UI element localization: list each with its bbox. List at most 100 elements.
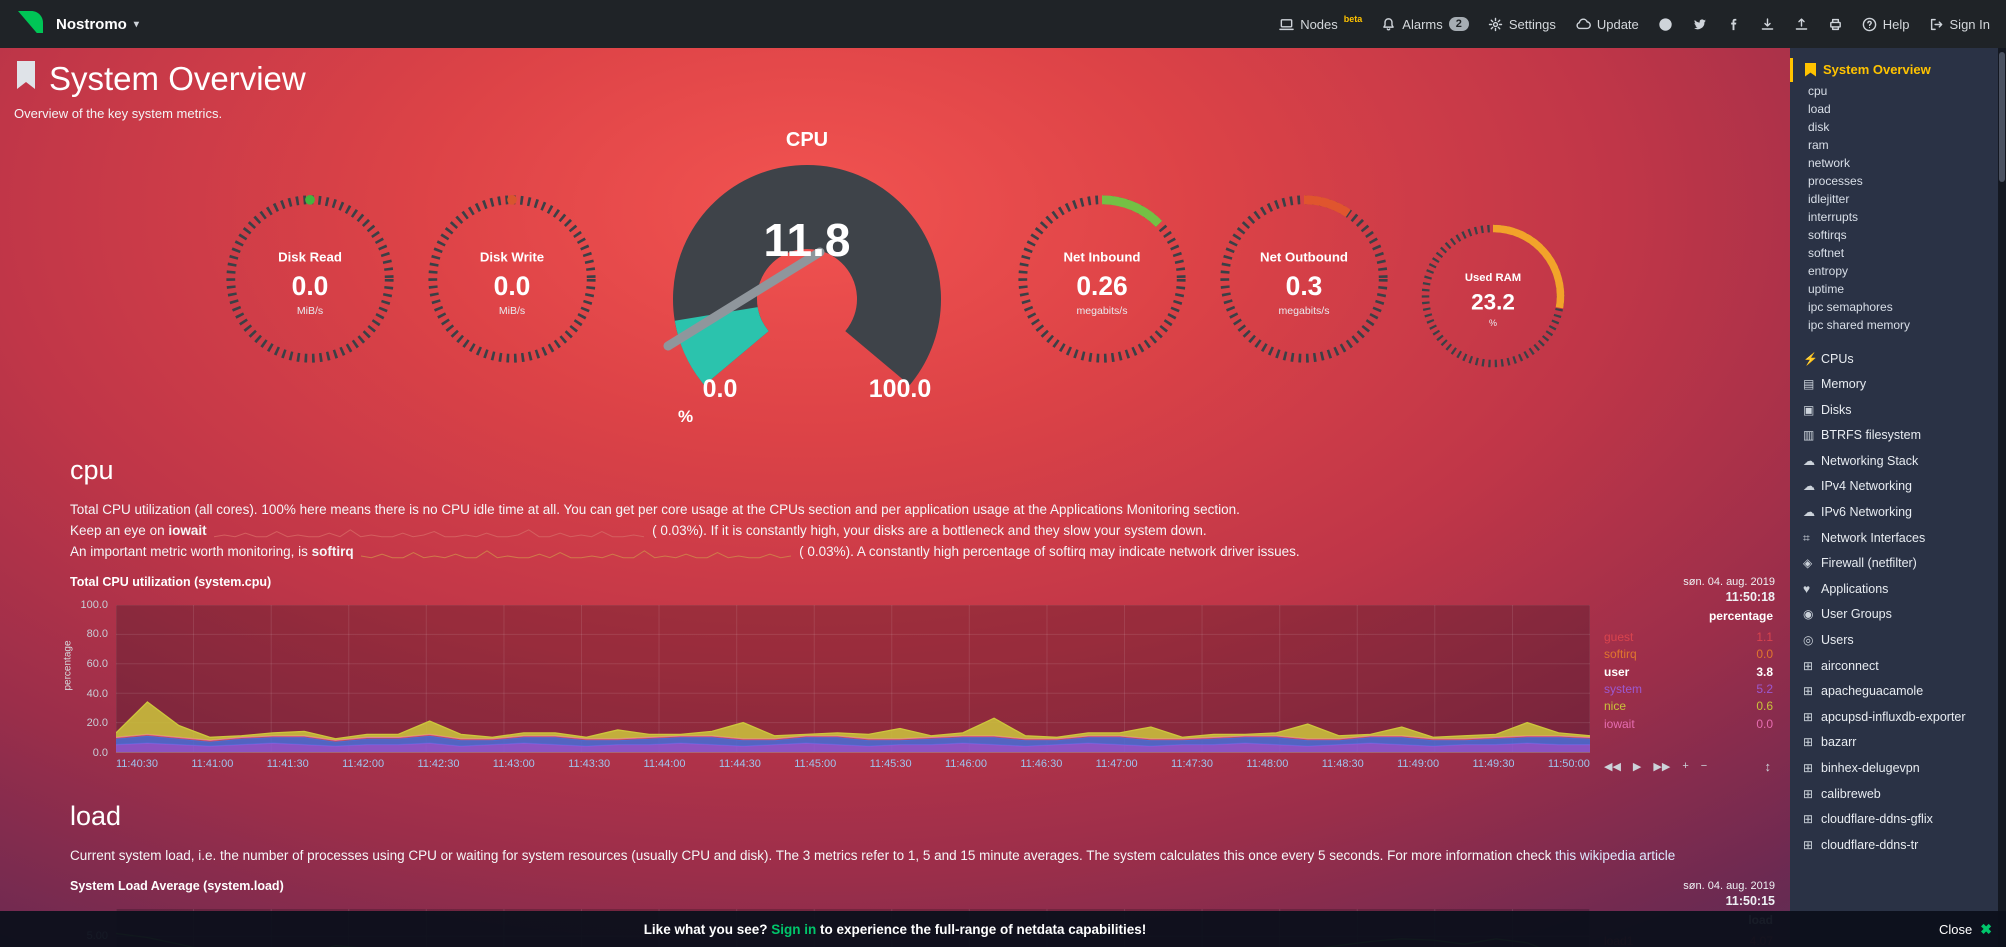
sidebar-menu-item[interactable]: ⊞ apcupsd-influxdb-exporter (1803, 709, 1966, 724)
gauge-net-inbound[interactable]: Net Inbound 0.26 megabits/s (1014, 191, 1190, 367)
wikipedia-link[interactable]: this wikipedia article (1555, 847, 1676, 863)
x-axis-tick: 11:46:30 (1020, 757, 1063, 770)
chart-rewind-button[interactable]: ◀◀ (1604, 760, 1621, 773)
gauge-value: 0.0 (292, 271, 329, 301)
sidebar-menu-item[interactable]: ⊞ apacheguacamole (1803, 684, 1924, 699)
gauges-row: Disk Read 0.0 MiB/s Disk Write 0.0 MiB/s (0, 129, 1790, 429)
sidebar-subitem[interactable]: ipc semaphores (1808, 300, 1893, 314)
nav-github-button[interactable] (1658, 17, 1673, 32)
sidebar-menu-item[interactable]: ▤ Memory (1803, 377, 1867, 392)
cpu-gauge-fill (674, 305, 770, 386)
sidebar-subitem[interactable]: ram (1808, 138, 1829, 152)
cpu-plot-area[interactable] (116, 604, 1590, 753)
sidebar-menu-item[interactable]: ⊞ airconnect (1803, 658, 1879, 673)
gauge-cpu[interactable]: CPU 11.8 0.0 100.0 % (642, 129, 972, 429)
sidebar-subitem[interactable]: softnet (1808, 246, 1845, 260)
node-selector[interactable]: Nostromo ▾ (56, 16, 139, 33)
nav-alarms-button[interactable]: Alarms 2 (1381, 17, 1469, 32)
legend-item[interactable]: nice 0.6 (1604, 699, 1773, 714)
nav-update-button[interactable]: Update (1575, 17, 1639, 32)
top-navbar: Nostromo ▾ Nodes beta Alarms 2 Settings … (0, 0, 2006, 48)
sidebar-subitem[interactable]: softirqs (1808, 228, 1847, 242)
sidebar-menu-item[interactable]: ⊞ cloudflare-ddns-gflix (1803, 812, 1933, 827)
sidebar-subitem[interactable]: network (1808, 156, 1851, 170)
sidebar-subitem[interactable]: disk (1808, 120, 1830, 134)
x-axis-tick: 11:45:30 (869, 757, 912, 770)
facebook-icon (1726, 17, 1741, 32)
page-scrollbar[interactable] (1998, 48, 2006, 947)
sidebar-menu-item[interactable]: ⊞ binhex-delugevpn (1803, 761, 1920, 775)
beta-tag: beta (1343, 14, 1363, 24)
sidebar-menu-item[interactable]: ⊞ calibreweb (1803, 786, 1881, 801)
nav-signin-button[interactable]: Sign In (1929, 17, 1990, 32)
x-axis-tick: 11:44:00 (643, 757, 686, 770)
page-title: System Overview (14, 60, 1774, 98)
sidebar-menu-item[interactable]: ◉ User Groups (1803, 607, 1892, 622)
chart-title: System Load Average (system.load) (70, 878, 284, 893)
legend-item[interactable]: system 5.2 (1604, 681, 1773, 696)
chart-forward-button[interactable]: ▶▶ (1653, 760, 1671, 773)
gauge-disk-read[interactable]: Disk Read 0.0 MiB/s (222, 191, 398, 367)
nav-import-button[interactable] (1760, 17, 1775, 32)
sidebar-menu-item[interactable]: ☁ IPv6 Networking (1803, 505, 1913, 520)
gauge-used-ram[interactable]: Used RAM 23.2 % (1418, 221, 1568, 371)
node-name: Nostromo (56, 15, 127, 33)
dashboard-main: System Overview Overview of the key syst… (0, 48, 1790, 947)
sidebar-subitem[interactable]: processes (1808, 174, 1863, 188)
sidebar-menu-item[interactable]: ▥ BTRFS filesystem (1803, 428, 1922, 443)
sidebar-subitem[interactable]: interrupts (1808, 210, 1859, 224)
nav-export-button[interactable] (1794, 17, 1809, 32)
gauge-net-outbound[interactable]: Net Outbound 0.3 megabits/s (1216, 191, 1392, 367)
sidebar-subitem[interactable]: ipc shared memory (1808, 318, 1911, 332)
nav-help-button[interactable]: Help (1862, 17, 1910, 32)
nav-nodes-button[interactable]: Nodes beta (1279, 14, 1363, 32)
sidebar-menu-item[interactable]: ♥ Applications (1803, 581, 1889, 596)
gauge-disk-write[interactable]: Disk Write 0.0 MiB/s (424, 191, 600, 367)
sidebar-menu-item[interactable]: ☁ Networking Stack (1803, 453, 1919, 468)
legend-item[interactable]: iowait 0.0 (1604, 716, 1773, 731)
sidebar-subitem[interactable]: idlejitter (1808, 192, 1850, 206)
softirq-sparkline (361, 546, 791, 559)
sidebar-menu-item[interactable]: ⊞ cloudflare-ddns-tr (1803, 837, 1919, 852)
gauge-tick-ring (1018, 195, 1186, 363)
twitter-icon (1692, 17, 1707, 32)
banner-close-button[interactable]: Close ✖ (1939, 920, 1992, 937)
sidebar-subitem[interactable]: load (1808, 102, 1831, 116)
sidebar-menu-item[interactable]: ☁ IPv4 Networking (1803, 479, 1913, 494)
gauge-unit: megabits/s (1077, 305, 1128, 317)
sidebar-item-system-overview[interactable]: System Overview (1790, 58, 2006, 82)
chart-play-button[interactable]: ▶ (1632, 760, 1642, 773)
sidebar-menu-item[interactable]: ⚡ CPUs (1803, 351, 1854, 366)
print-icon (1828, 17, 1843, 32)
legend-item[interactable]: softirq 0.0 (1604, 647, 1773, 662)
legend-item[interactable]: guest 1.1 (1604, 629, 1773, 644)
nav-print-button[interactable] (1828, 17, 1843, 32)
sidebar-menu-item[interactable]: ◈ Firewall (netfilter) (1803, 556, 1917, 571)
menu-icon: ⊞ (1803, 812, 1814, 827)
nav-settings-button[interactable]: Settings (1488, 17, 1556, 32)
chart-zoom-out-button[interactable]: − (1700, 760, 1708, 773)
menu-icon: ◈ (1803, 556, 1813, 571)
nav-twitter-button[interactable] (1692, 17, 1707, 32)
nav-facebook-button[interactable] (1726, 17, 1741, 32)
banner-signin-link[interactable]: Sign in (771, 921, 817, 937)
chart-zoom-in-button[interactable]: + (1682, 760, 1689, 773)
sidebar-menu-item[interactable]: ⌗ Network Interfaces (1803, 530, 1926, 545)
gauge-title: Net Outbound (1260, 249, 1348, 264)
chart-resize-handle[interactable]: ↕ (1764, 758, 1772, 774)
scrollbar-thumb[interactable] (1999, 52, 2005, 182)
sidebar-menu-item[interactable]: ◎ Users (1803, 633, 1854, 648)
chart-datetime: søn. 04. aug. 2019 11:50:15 (1683, 879, 1775, 908)
gauge-tick-ring (226, 195, 394, 363)
sidebar-subitem[interactable]: uptime (1808, 282, 1845, 296)
sidebar-subitem[interactable]: entropy (1808, 264, 1849, 278)
x-axis-tick: 11:48:30 (1321, 757, 1364, 770)
gauge-arc (1492, 224, 1565, 309)
sidebar-menu-item[interactable]: ⊞ bazarr (1803, 735, 1857, 750)
cpu-chart: Total CPU utilization (system.cpu) søn. … (63, 575, 1775, 775)
sidebar-menu-item[interactable]: ▣ Disks (1803, 402, 1852, 417)
menu-icon: ⊞ (1803, 786, 1814, 801)
legend-item[interactable]: user 3.8 (1604, 664, 1773, 679)
sidebar-subitem[interactable]: cpu (1808, 84, 1828, 98)
cpu-description: Total CPU utilization (all cores). 100% … (70, 502, 1300, 559)
